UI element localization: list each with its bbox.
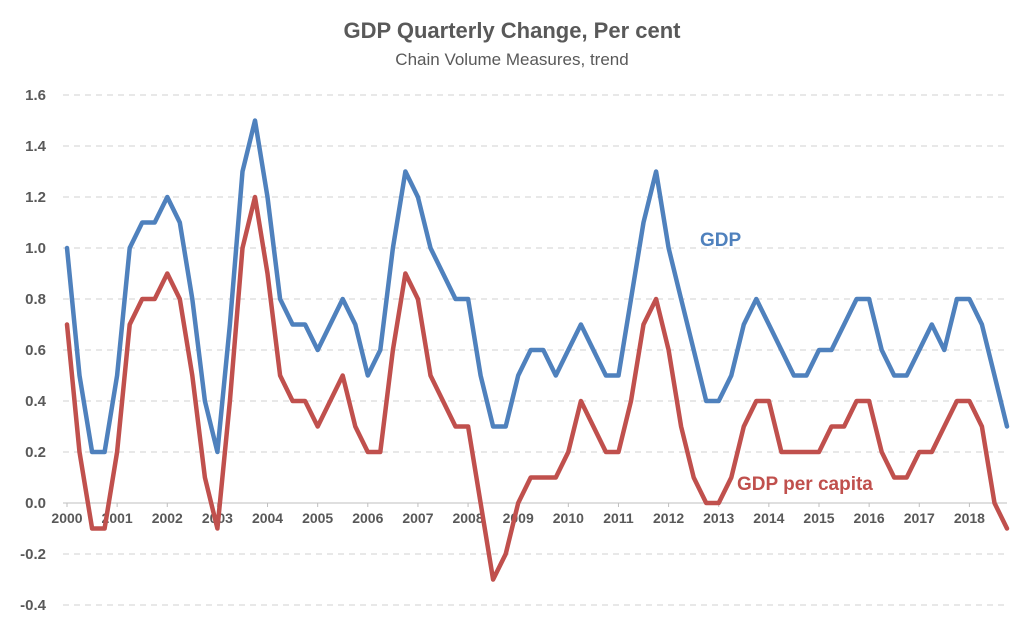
series-line-gdp <box>64 118 1010 455</box>
x-tick-label: 2010 <box>553 510 584 526</box>
x-tick-label: 2006 <box>352 510 383 526</box>
chart-title: GDP Quarterly Change, Per cent <box>343 18 681 43</box>
y-tick-label: -0.2 <box>20 546 46 563</box>
x-tick-label: 2007 <box>402 510 433 526</box>
y-tick-label: 1.2 <box>25 189 46 206</box>
chart-subtitle: Chain Volume Measures, trend <box>395 50 628 69</box>
y-tick-label: 0.0 <box>25 495 46 512</box>
x-tick-label: 2008 <box>452 510 483 526</box>
y-tick-label: 1.0 <box>25 240 46 257</box>
x-tick-label: 2009 <box>503 510 534 526</box>
x-tick-label: 2011 <box>603 510 634 526</box>
x-tick-label: 2016 <box>854 510 885 526</box>
y-tick-label: 0.2 <box>25 444 46 461</box>
x-tick-label: 2017 <box>904 510 935 526</box>
y-tick-label: 0.4 <box>25 393 47 410</box>
y-tick-label: 0.8 <box>25 291 46 308</box>
x-tick-label: 2018 <box>954 510 985 526</box>
y-tick-label: 1.4 <box>25 138 47 155</box>
series-line-gdp-per-capita <box>64 194 1010 582</box>
x-tick-label: 2015 <box>803 510 834 526</box>
x-tick-label: 2005 <box>302 510 333 526</box>
x-axis-ticks: 2000 2001 2002 2003 2004 2005 2006 2007 2008 2009… <box>51 503 985 526</box>
x-tick-label: 2001 <box>102 510 133 526</box>
x-tick-label: 2013 <box>703 510 734 526</box>
x-tick-label: 2012 <box>653 510 684 526</box>
y-axis-ticks: -0.4 -0.2 0.0 0.2 0.4 0.6 0.8 1.0 1.2 1.4 1.6 <box>20 87 47 614</box>
series-label-gdp-per-capita: GDP per capita <box>737 474 873 495</box>
x-tick-label: 2004 <box>252 510 283 526</box>
x-tick-label: 2002 <box>152 510 183 526</box>
series-label-gdp: GDP <box>700 230 742 251</box>
y-tick-label: 1.6 <box>25 87 46 104</box>
x-tick-label: 2000 <box>51 510 82 526</box>
x-tick-label: 2014 <box>753 510 784 526</box>
y-tick-label: -0.4 <box>20 597 47 614</box>
series-lines <box>64 118 1010 582</box>
y-tick-label: 0.6 <box>25 342 46 359</box>
